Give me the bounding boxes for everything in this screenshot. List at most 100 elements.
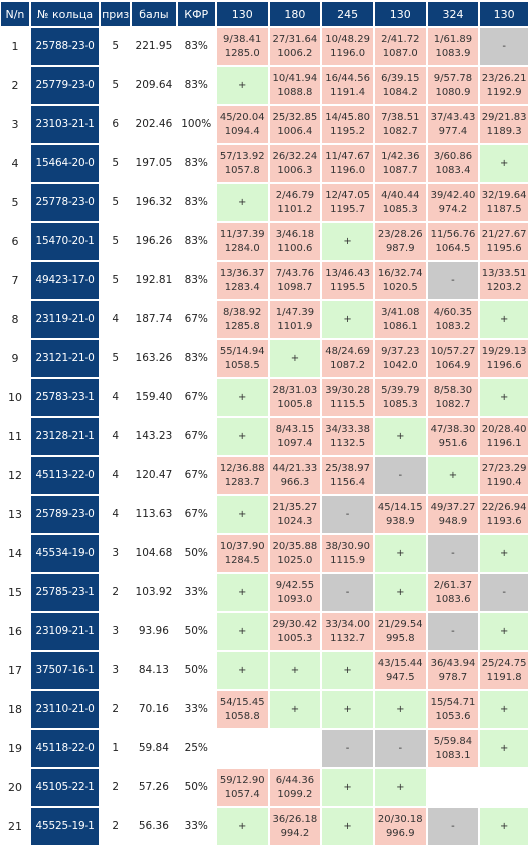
race-result-cell: +	[269, 340, 321, 377]
race-result-cell	[216, 730, 268, 767]
race-result-cell: +	[480, 613, 528, 650]
race-place-speed: +	[499, 820, 509, 832]
ring-number-link[interactable]: 25783-23-1	[30, 379, 100, 416]
header-cell-ring[interactable]: № кольца	[30, 2, 100, 26]
header-cell-race-1[interactable]: 130	[216, 2, 268, 26]
ring-number-link[interactable]: 45105-22-1	[30, 769, 100, 806]
ring-number-link[interactable]: 49423-17-0	[30, 262, 100, 299]
ring-number-link[interactable]: 23109-21-1	[30, 613, 100, 650]
race-distance: 987.9	[385, 242, 415, 254]
race-place-speed: 13/33.51	[481, 267, 527, 279]
table-row: 19 45118-22-0 1 59.84 25% - - 5/59.84 1083.1 +	[1, 730, 528, 767]
ring-number-link[interactable]: 23110-21-0	[30, 691, 100, 728]
race-place-speed: 28/31.03	[272, 384, 318, 396]
table-row: 3 23103-21-1 6 202.46 100% 45/20.04 1094.4 25/3…	[1, 106, 528, 143]
header-cell-kfr[interactable]: КФР	[177, 2, 215, 26]
race-distance: 948.9	[438, 515, 468, 527]
race-distance: 1115.9	[330, 554, 366, 566]
row-number: 11	[1, 418, 29, 455]
race-distance: 1083.2	[435, 320, 471, 332]
race-result-cell: 5/39.79 1085.3	[374, 379, 426, 416]
race-distance: 1084.2	[382, 86, 418, 98]
ring-number-link[interactable]: 45113-22-0	[30, 457, 100, 494]
race-place-speed: +	[499, 157, 509, 169]
header-cell-number[interactable]: N/n	[1, 2, 29, 26]
race-distance: 1115.5	[330, 398, 366, 410]
race-distance: 1083.1	[435, 749, 471, 761]
points-value: 221.95	[132, 28, 176, 65]
race-result-cell: 4/60.35 1083.2	[427, 301, 479, 338]
ring-number-link[interactable]: 15470-20-1	[30, 223, 100, 260]
race-result-cell: 25/24.75 1191.8	[480, 652, 528, 689]
race-result-cell: -	[322, 496, 373, 533]
ring-number-link[interactable]: 15464-20-0	[30, 145, 100, 182]
table-row: 13 25789-23-0 4 113.63 67% +21/35.27 1024.3 - 45…	[1, 496, 528, 533]
header-cell-race-3[interactable]: 245	[322, 2, 373, 26]
header-cell-race-6[interactable]: 130	[480, 2, 528, 26]
kfr-value: 50%	[177, 613, 215, 650]
race-result-cell: 1/61.89 1083.9	[427, 28, 479, 65]
ring-number-link[interactable]: 25785-23-1	[30, 574, 100, 611]
race-result-cell: +	[480, 730, 528, 767]
race-place-speed: 3/46.18	[275, 228, 315, 240]
ring-number-link[interactable]: 37507-16-1	[30, 652, 100, 689]
race-place-speed: 36/43.94	[430, 657, 476, 669]
race-distance: 1203.2	[486, 281, 522, 293]
header-cell-race-4[interactable]: 130	[374, 2, 426, 26]
race-place-speed: 36/26.18	[272, 813, 318, 825]
header-cell-race-2[interactable]: 180	[269, 2, 321, 26]
race-place-speed: +	[396, 586, 405, 598]
points-value: 159.40	[132, 379, 176, 416]
race-result-cell: 9/38.41 1285.0	[216, 28, 268, 65]
race-place-speed: 1/42.36	[381, 150, 420, 162]
race-distance: 1087.7	[382, 164, 418, 176]
header-cell-race-5[interactable]: 324	[427, 2, 479, 26]
race-place-speed: 39/42.40	[430, 189, 476, 201]
race-place-speed: -	[345, 586, 350, 598]
race-place-speed: +	[238, 391, 247, 403]
ring-number-link[interactable]: 25789-23-0	[30, 496, 100, 533]
race-result-cell: +	[216, 184, 268, 221]
row-number: 21	[1, 808, 29, 845]
header-cell-prizes[interactable]: приз	[101, 2, 131, 26]
ring-number-link[interactable]: 45118-22-0	[30, 730, 100, 767]
race-distance: 1196.0	[330, 47, 366, 59]
prizes-count: 5	[101, 145, 131, 182]
table-row: 1 25788-23-0 5 221.95 83% 9/38.41 1285.0 27/31.…	[1, 28, 528, 65]
row-number: 1	[1, 28, 29, 65]
race-result-cell: 48/24.69 1087.2	[322, 340, 373, 377]
race-place-speed: 10/37.90	[219, 540, 265, 552]
kfr-value: 83%	[177, 28, 215, 65]
race-place-speed: 8/43.15	[275, 423, 315, 435]
race-result-cell: +	[480, 145, 528, 182]
ring-number-link[interactable]: 25788-23-0	[30, 28, 100, 65]
race-distance: 1058.8	[224, 710, 260, 722]
race-distance: 1100.6	[277, 242, 313, 254]
table-row: 21 45525-19-1 2 56.36 33% +36/26.18 994.2 +20/3…	[1, 808, 528, 845]
ring-number-link[interactable]: 23128-21-1	[30, 418, 100, 455]
race-distance: 1195.5	[330, 281, 366, 293]
race-result-cell: +	[322, 808, 373, 845]
race-result-cell: 33/34.00 1132.7	[322, 613, 373, 650]
race-result-cell: 25/32.85 1006.4	[269, 106, 321, 143]
ring-number-link[interactable]: 23121-21-0	[30, 340, 100, 377]
race-distance: 1006.4	[277, 125, 313, 137]
ring-number-link[interactable]: 45525-19-1	[30, 808, 100, 845]
ring-number-link[interactable]: 23119-21-0	[30, 301, 100, 338]
race-place-speed: 26/32.24	[272, 150, 318, 162]
ring-number-link[interactable]: 23103-21-1	[30, 106, 100, 143]
race-result-cell: 16/32.74 1020.5	[374, 262, 426, 299]
race-place-speed: +	[343, 235, 352, 247]
race-place-speed: 6/44.36	[275, 774, 315, 786]
race-result-cell: +	[480, 535, 528, 572]
prizes-count: 5	[101, 28, 131, 65]
prizes-count: 5	[101, 223, 131, 260]
race-place-speed: +	[343, 664, 352, 676]
header-cell-points[interactable]: балы	[132, 2, 176, 26]
ring-number-link[interactable]: 25779-23-0	[30, 67, 100, 104]
race-result-cell: 9/37.23 1042.0	[374, 340, 426, 377]
race-result-cell: +	[216, 379, 268, 416]
ring-number-link[interactable]: 45534-19-0	[30, 535, 100, 572]
ring-number-link[interactable]: 25778-23-0	[30, 184, 100, 221]
race-place-speed: 39/30.28	[325, 384, 370, 396]
